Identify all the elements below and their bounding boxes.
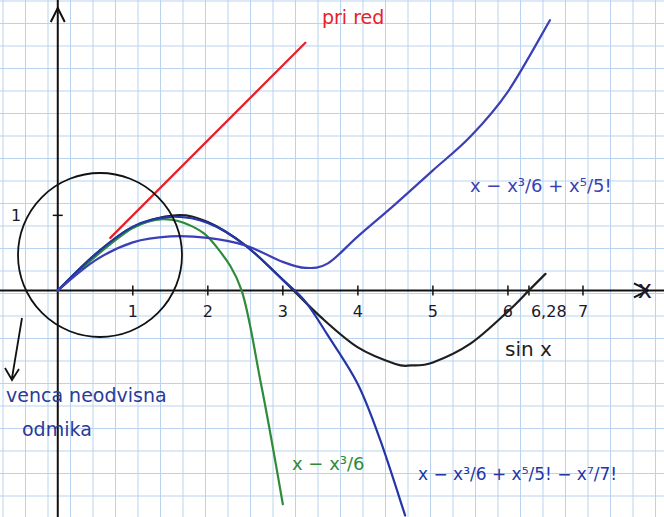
x-tick-label: 3 xyxy=(278,302,288,321)
paper-line xyxy=(295,0,296,517)
x-axis xyxy=(0,289,664,291)
paper-line xyxy=(610,0,611,517)
paper-line xyxy=(633,0,634,517)
paper-line xyxy=(0,68,664,69)
paper-line xyxy=(543,0,544,517)
series-label: pri red xyxy=(322,6,384,28)
highlight-circle xyxy=(18,173,182,337)
x-tick xyxy=(582,285,584,295)
annotation: odmika xyxy=(22,418,92,440)
annotation: venca neodvisna xyxy=(6,384,167,406)
paper-line xyxy=(0,203,664,204)
paper-line xyxy=(205,0,206,517)
paper-line xyxy=(655,0,656,517)
x-tick xyxy=(507,285,509,295)
paper-line xyxy=(115,0,116,517)
x-tick-label: 6,28 xyxy=(531,302,567,321)
paper-line xyxy=(318,0,319,517)
arrow xyxy=(5,318,22,380)
paper-line xyxy=(0,226,664,227)
x-tick xyxy=(207,285,209,295)
series-label: x − x³/6 + x⁵/5! − x⁷/7! xyxy=(418,464,617,484)
paper-line xyxy=(0,428,664,429)
series-line xyxy=(58,217,405,516)
paper-line xyxy=(475,0,476,517)
series-line xyxy=(58,215,546,366)
paper-line xyxy=(453,0,454,517)
paper-line xyxy=(0,46,664,47)
x-tick-label: 2 xyxy=(203,302,213,321)
series-line xyxy=(110,43,305,238)
series-line xyxy=(58,20,550,290)
x-tick xyxy=(432,285,434,295)
y-axis-arrow xyxy=(51,8,65,22)
paper-line xyxy=(0,91,664,92)
paper-line xyxy=(0,158,664,159)
series-label: sin x xyxy=(505,337,552,361)
paper-line xyxy=(0,293,664,294)
graph-paper xyxy=(0,0,664,517)
paper-line xyxy=(250,0,251,517)
paper-line xyxy=(160,0,161,517)
paper-line xyxy=(0,361,664,362)
paper-line xyxy=(385,0,386,517)
paper-line xyxy=(340,0,341,517)
plot-area xyxy=(58,20,550,515)
series-label: x − x³/6 xyxy=(292,453,365,474)
paper-line xyxy=(0,136,664,137)
paper-line xyxy=(588,0,589,517)
x-tick-label: 5 xyxy=(428,302,438,321)
paper-line xyxy=(0,113,664,114)
paper-line xyxy=(430,0,431,517)
x-axis-title: x xyxy=(638,276,652,304)
paper-line xyxy=(0,496,664,497)
x-tick xyxy=(282,285,284,295)
paper-line xyxy=(0,338,664,339)
paper-line xyxy=(0,451,664,452)
series-label: x − x³/6 + x⁵/5! xyxy=(470,175,612,196)
x-tick xyxy=(357,285,359,295)
paper-line xyxy=(520,0,521,517)
paper-line xyxy=(498,0,499,517)
paper-line xyxy=(408,0,409,517)
x-tick-label: 1 xyxy=(128,302,138,321)
x-tick-label: 7 xyxy=(578,302,588,321)
x-tick xyxy=(132,285,134,295)
y-tick-label: 1 xyxy=(11,206,21,225)
paper-line xyxy=(363,0,364,517)
paper-line xyxy=(228,0,229,517)
x-tick-label: 4 xyxy=(353,302,363,321)
paper-line xyxy=(3,0,4,517)
y-tick xyxy=(53,215,63,217)
paper-line xyxy=(0,1,664,2)
paper-line xyxy=(565,0,566,517)
paper-line xyxy=(0,248,664,249)
chart: 1234566,2871xsin xx − x³/6x − x³/6 + x⁵/… xyxy=(0,0,664,517)
paper-line xyxy=(138,0,139,517)
paper-line xyxy=(0,271,664,272)
